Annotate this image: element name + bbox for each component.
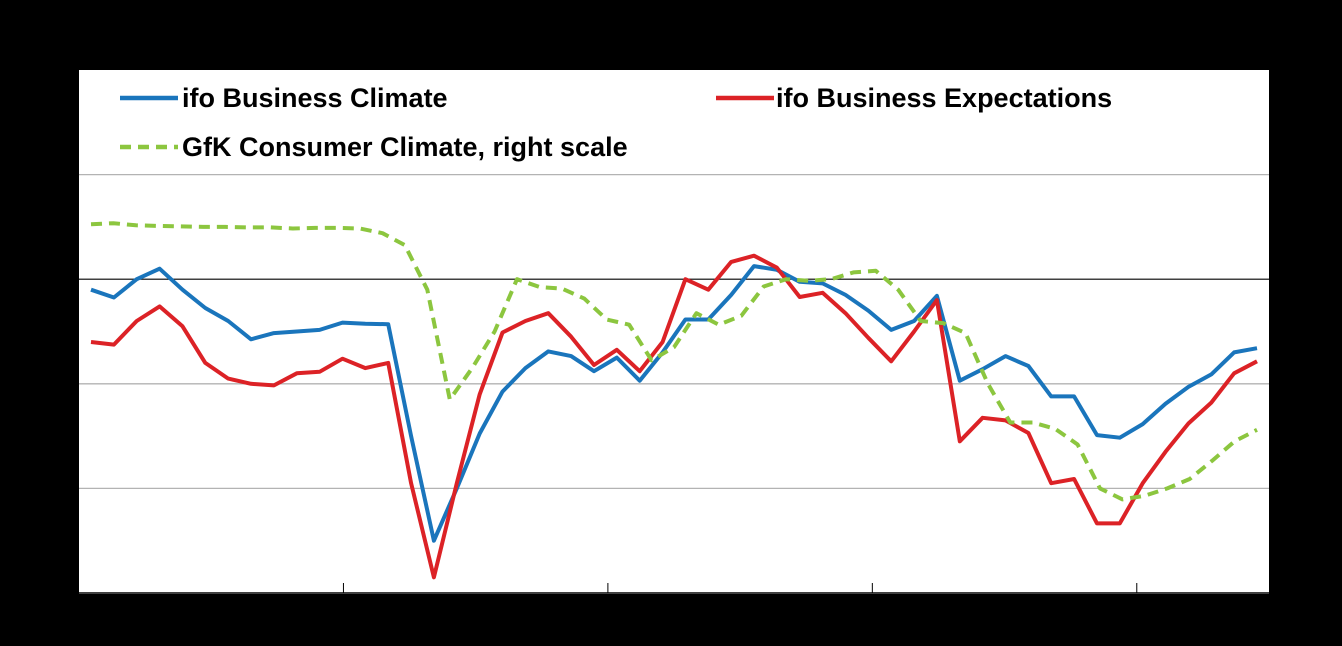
series-layer [90,221,1258,580]
series-line-ifo-business-expectations [90,253,1258,580]
legend-label-gfk-consumer-climate: GfK Consumer Climate, right scale [182,132,628,162]
legend-label-ifo-business-climate: ifo Business Climate [182,83,448,113]
legend-label-ifo-business-expectations: ifo Business Expectations [776,83,1112,113]
series-line-gfk-consumer-climate-right-scale [90,221,1258,502]
legend-entry-ifo-business-climate: ifo Business Climate [120,83,448,113]
legend: ifo Business Climate ifo Business Expect… [120,83,1112,162]
legend-entry-gfk-consumer-climate: GfK Consumer Climate, right scale [120,132,628,162]
legend-entry-ifo-business-expectations: ifo Business Expectations [716,83,1112,113]
x-axis-ticks [342,583,1138,593]
series-line-ifo-business-climate [90,264,1258,543]
